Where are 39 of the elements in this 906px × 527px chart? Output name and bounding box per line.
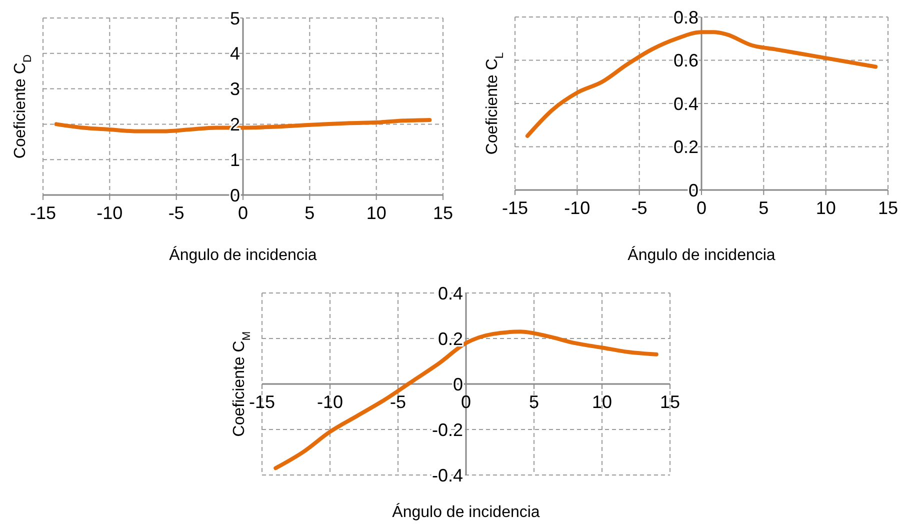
y-tick-label: 0.4 bbox=[673, 94, 698, 114]
y-tick-label: -0.2 bbox=[432, 420, 463, 440]
y-tick-label: 0 bbox=[688, 180, 698, 200]
line-series bbox=[54, 118, 432, 134]
x-tick-label: -15 bbox=[30, 203, 56, 223]
x-tick-label: -15 bbox=[248, 392, 276, 412]
x-tick-label: -5 bbox=[168, 203, 184, 223]
x-tick-label: 5 bbox=[528, 392, 540, 412]
x-tick-label: 5 bbox=[304, 203, 315, 223]
y-tick-label: 0.6 bbox=[673, 50, 698, 71]
x-tick-label: -10 bbox=[96, 203, 123, 223]
x-tick-label: 5 bbox=[758, 198, 769, 218]
y-tick-label: 3 bbox=[230, 79, 240, 100]
y-tick-label: 0.2 bbox=[673, 137, 698, 158]
y-tick-label: 0.2 bbox=[438, 328, 463, 349]
y-tick-label: 0.8 bbox=[673, 7, 698, 28]
x-tick-label: -5 bbox=[390, 392, 406, 412]
y-tick-label: 1 bbox=[230, 150, 240, 170]
x-tick-label: -15 bbox=[502, 198, 528, 218]
y-tick-label: 5 bbox=[230, 8, 240, 28]
x-tick-label: -10 bbox=[316, 392, 344, 412]
line-series bbox=[525, 30, 878, 138]
y-tick-label: 0.4 bbox=[438, 283, 463, 304]
x-tick-label: 15 bbox=[878, 198, 898, 218]
x-axis-title: Ángulo de incidencia bbox=[628, 246, 776, 264]
x-tick-label: -5 bbox=[631, 198, 648, 218]
x-axis-title: Ángulo de incidencia bbox=[169, 246, 317, 264]
y-tick-label: 0 bbox=[452, 374, 463, 394]
x-tick-label: 10 bbox=[366, 203, 386, 223]
x-tick-label: -10 bbox=[564, 198, 590, 218]
x-tick-label: 10 bbox=[592, 392, 612, 412]
y-tick-label: -0.4 bbox=[432, 465, 463, 486]
line-series bbox=[274, 330, 658, 470]
y-tick-label: 4 bbox=[230, 44, 240, 64]
x-tick-label: 15 bbox=[660, 392, 680, 412]
x-tick-label: 15 bbox=[432, 203, 454, 223]
x-tick-label: 10 bbox=[816, 198, 836, 218]
x-axis-title: Ángulo de incidencia bbox=[392, 503, 540, 521]
y-tick-label: 0 bbox=[230, 185, 240, 206]
